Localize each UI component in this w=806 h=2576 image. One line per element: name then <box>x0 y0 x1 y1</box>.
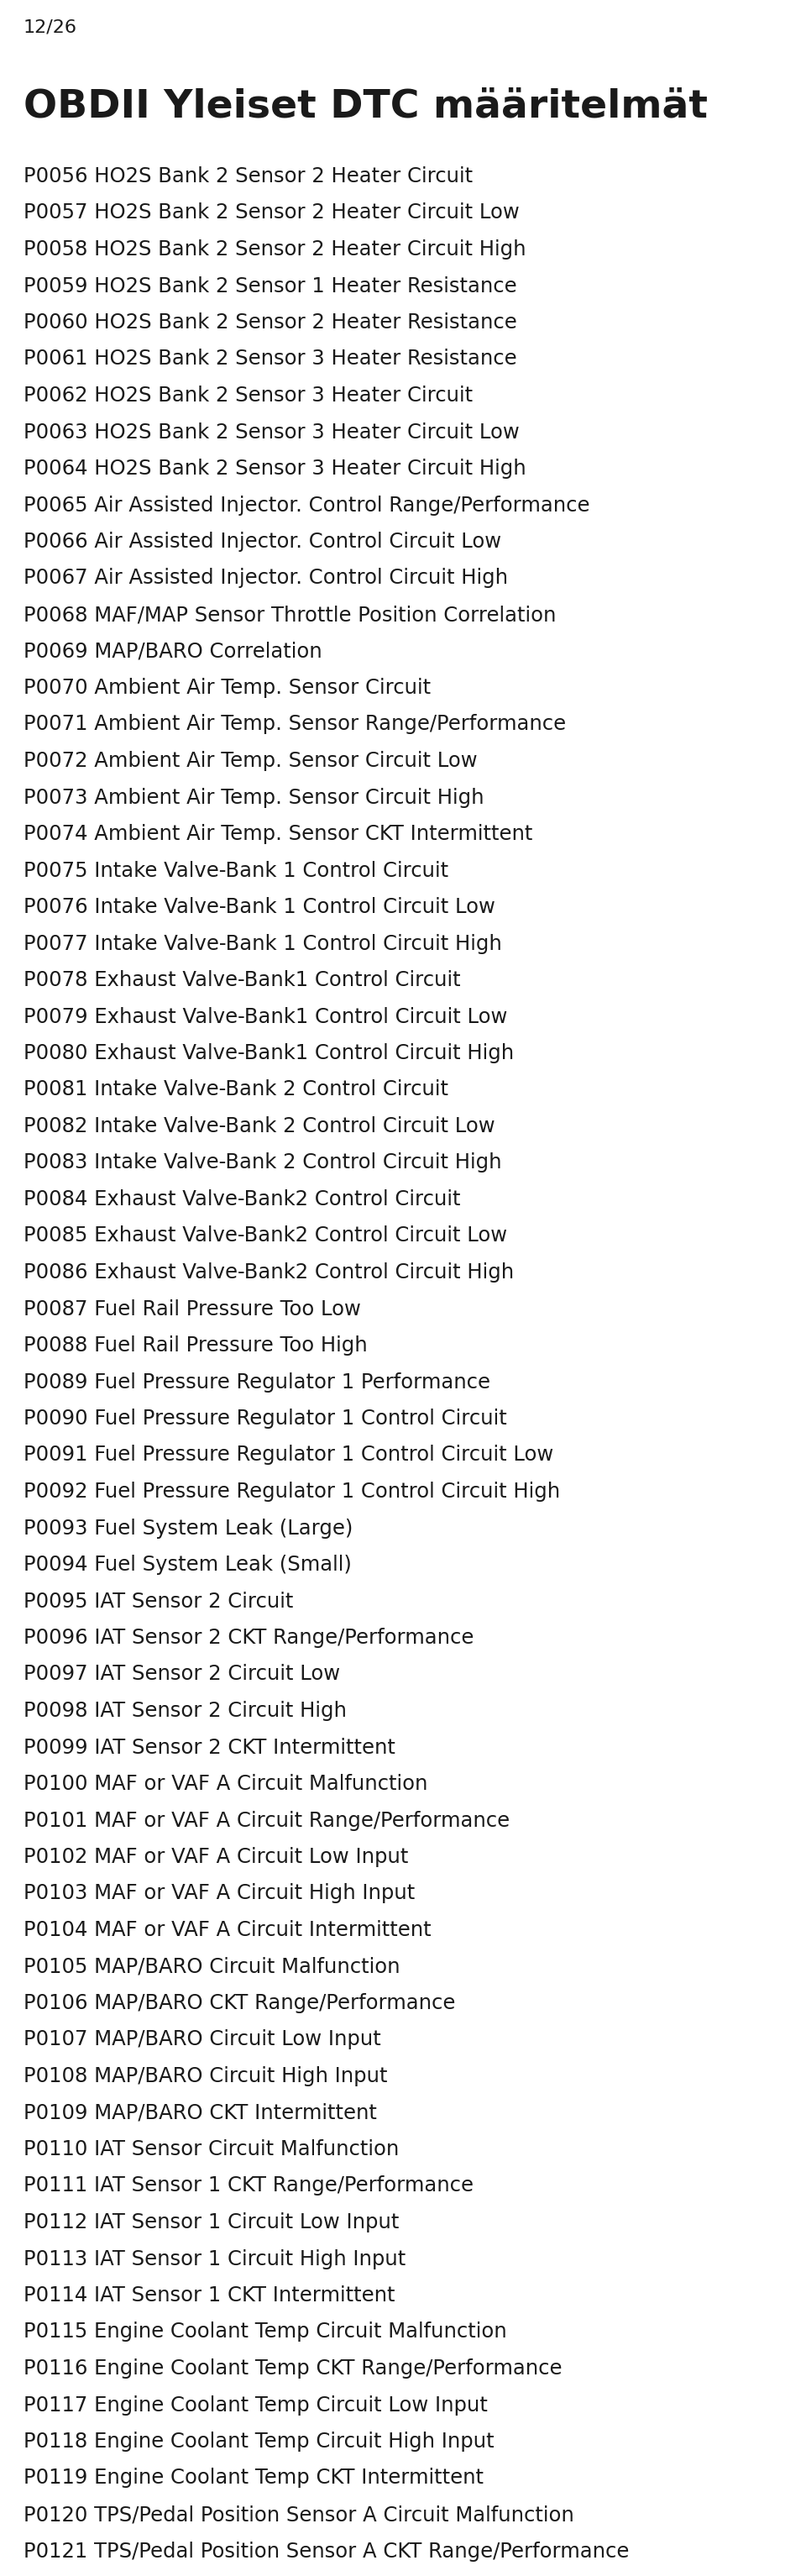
Text: P0084 Exhaust Valve-Bank2 Control Circuit: P0084 Exhaust Valve-Bank2 Control Circui… <box>23 1190 460 1211</box>
Text: OBDII Yleiset DTC määritelmät: OBDII Yleiset DTC määritelmät <box>23 88 708 126</box>
Text: P0070 Ambient Air Temp. Sensor Circuit: P0070 Ambient Air Temp. Sensor Circuit <box>23 677 431 698</box>
Text: P0105 MAP/BARO Circuit Malfunction: P0105 MAP/BARO Circuit Malfunction <box>23 1958 400 1976</box>
Text: P0062 HO2S Bank 2 Sensor 3 Heater Circuit: P0062 HO2S Bank 2 Sensor 3 Heater Circui… <box>23 386 473 404</box>
Text: 12/26: 12/26 <box>23 18 77 36</box>
Text: P0112 IAT Sensor 1 Circuit Low Input: P0112 IAT Sensor 1 Circuit Low Input <box>23 2213 399 2233</box>
Text: P0081 Intake Valve-Bank 2 Control Circuit: P0081 Intake Valve-Bank 2 Control Circui… <box>23 1079 448 1100</box>
Text: P0115 Engine Coolant Temp Circuit Malfunction: P0115 Engine Coolant Temp Circuit Malfun… <box>23 2321 507 2342</box>
Text: P0093 Fuel System Leak (Large): P0093 Fuel System Leak (Large) <box>23 1517 353 1538</box>
Text: P0083 Intake Valve-Bank 2 Control Circuit High: P0083 Intake Valve-Bank 2 Control Circui… <box>23 1154 501 1172</box>
Text: P0094 Fuel System Leak (Small): P0094 Fuel System Leak (Small) <box>23 1556 351 1574</box>
Text: P0119 Engine Coolant Temp CKT Intermittent: P0119 Engine Coolant Temp CKT Intermitte… <box>23 2468 484 2488</box>
Text: P0104 MAF or VAF A Circuit Intermittent: P0104 MAF or VAF A Circuit Intermittent <box>23 1919 431 1940</box>
Text: P0080 Exhaust Valve-Bank1 Control Circuit High: P0080 Exhaust Valve-Bank1 Control Circui… <box>23 1043 514 1064</box>
Text: P0110 IAT Sensor Circuit Malfunction: P0110 IAT Sensor Circuit Malfunction <box>23 2138 399 2159</box>
Text: P0111 IAT Sensor 1 CKT Range/Performance: P0111 IAT Sensor 1 CKT Range/Performance <box>23 2177 474 2195</box>
Text: P0121 TPS/Pedal Position Sensor A CKT Range/Performance: P0121 TPS/Pedal Position Sensor A CKT Ra… <box>23 2540 629 2561</box>
Text: P0109 MAP/BARO CKT Intermittent: P0109 MAP/BARO CKT Intermittent <box>23 2102 377 2123</box>
Text: P0068 MAF/MAP Sensor Throttle Position Correlation: P0068 MAF/MAP Sensor Throttle Position C… <box>23 605 556 626</box>
Text: P0120 TPS/Pedal Position Sensor A Circuit Malfunction: P0120 TPS/Pedal Position Sensor A Circui… <box>23 2504 574 2524</box>
Text: P0073 Ambient Air Temp. Sensor Circuit High: P0073 Ambient Air Temp. Sensor Circuit H… <box>23 788 484 806</box>
Text: P0074 Ambient Air Temp. Sensor CKT Intermittent: P0074 Ambient Air Temp. Sensor CKT Inter… <box>23 824 533 845</box>
Text: P0063 HO2S Bank 2 Sensor 3 Heater Circuit Low: P0063 HO2S Bank 2 Sensor 3 Heater Circui… <box>23 422 520 443</box>
Text: P0058 HO2S Bank 2 Sensor 2 Heater Circuit High: P0058 HO2S Bank 2 Sensor 2 Heater Circui… <box>23 240 526 260</box>
Text: P0060 HO2S Bank 2 Sensor 2 Heater Resistance: P0060 HO2S Bank 2 Sensor 2 Heater Resist… <box>23 312 517 332</box>
Text: P0072 Ambient Air Temp. Sensor Circuit Low: P0072 Ambient Air Temp. Sensor Circuit L… <box>23 750 477 770</box>
Text: P0095 IAT Sensor 2 Circuit: P0095 IAT Sensor 2 Circuit <box>23 1592 293 1613</box>
Text: P0069 MAP/BARO Correlation: P0069 MAP/BARO Correlation <box>23 641 322 662</box>
Text: P0116 Engine Coolant Temp CKT Range/Performance: P0116 Engine Coolant Temp CKT Range/Perf… <box>23 2360 562 2378</box>
Text: P0078 Exhaust Valve-Bank1 Control Circuit: P0078 Exhaust Valve-Bank1 Control Circui… <box>23 971 460 989</box>
Text: P0107 MAP/BARO Circuit Low Input: P0107 MAP/BARO Circuit Low Input <box>23 2030 381 2050</box>
Text: P0117 Engine Coolant Temp Circuit Low Input: P0117 Engine Coolant Temp Circuit Low In… <box>23 2396 488 2416</box>
Text: P0099 IAT Sensor 2 CKT Intermittent: P0099 IAT Sensor 2 CKT Intermittent <box>23 1736 395 1757</box>
Text: P0108 MAP/BARO Circuit High Input: P0108 MAP/BARO Circuit High Input <box>23 2066 388 2087</box>
Text: P0103 MAF or VAF A Circuit High Input: P0103 MAF or VAF A Circuit High Input <box>23 1883 415 1904</box>
Text: P0118 Engine Coolant Temp Circuit High Input: P0118 Engine Coolant Temp Circuit High I… <box>23 2432 494 2452</box>
Text: P0098 IAT Sensor 2 Circuit High: P0098 IAT Sensor 2 Circuit High <box>23 1700 347 1721</box>
Text: P0086 Exhaust Valve-Bank2 Control Circuit High: P0086 Exhaust Valve-Bank2 Control Circui… <box>23 1262 514 1283</box>
Text: P0089 Fuel Pressure Regulator 1 Performance: P0089 Fuel Pressure Regulator 1 Performa… <box>23 1373 490 1391</box>
Text: P0066 Air Assisted Injector. Control Circuit Low: P0066 Air Assisted Injector. Control Cir… <box>23 531 501 551</box>
Text: P0075 Intake Valve-Bank 1 Control Circuit: P0075 Intake Valve-Bank 1 Control Circui… <box>23 860 448 881</box>
Text: P0057 HO2S Bank 2 Sensor 2 Heater Circuit Low: P0057 HO2S Bank 2 Sensor 2 Heater Circui… <box>23 204 520 224</box>
Text: P0082 Intake Valve-Bank 2 Control Circuit Low: P0082 Intake Valve-Bank 2 Control Circui… <box>23 1115 495 1136</box>
Text: P0061 HO2S Bank 2 Sensor 3 Heater Resistance: P0061 HO2S Bank 2 Sensor 3 Heater Resist… <box>23 348 517 368</box>
Text: P0065 Air Assisted Injector. Control Range/Performance: P0065 Air Assisted Injector. Control Ran… <box>23 495 590 515</box>
Text: P0092 Fuel Pressure Regulator 1 Control Circuit High: P0092 Fuel Pressure Regulator 1 Control … <box>23 1481 560 1502</box>
Text: P0064 HO2S Bank 2 Sensor 3 Heater Circuit High: P0064 HO2S Bank 2 Sensor 3 Heater Circui… <box>23 459 526 479</box>
Text: P0079 Exhaust Valve-Bank1 Control Circuit Low: P0079 Exhaust Valve-Bank1 Control Circui… <box>23 1007 508 1028</box>
Text: P0100 MAF or VAF A Circuit Malfunction: P0100 MAF or VAF A Circuit Malfunction <box>23 1775 428 1793</box>
Text: P0087 Fuel Rail Pressure Too Low: P0087 Fuel Rail Pressure Too Low <box>23 1298 361 1319</box>
Text: P0067 Air Assisted Injector. Control Circuit High: P0067 Air Assisted Injector. Control Cir… <box>23 569 508 587</box>
Text: P0102 MAF or VAF A Circuit Low Input: P0102 MAF or VAF A Circuit Low Input <box>23 1847 409 1868</box>
Text: P0076 Intake Valve-Bank 1 Control Circuit Low: P0076 Intake Valve-Bank 1 Control Circui… <box>23 896 495 917</box>
Text: P0090 Fuel Pressure Regulator 1 Control Circuit: P0090 Fuel Pressure Regulator 1 Control … <box>23 1409 507 1430</box>
Text: P0106 MAP/BARO CKT Range/Performance: P0106 MAP/BARO CKT Range/Performance <box>23 1994 455 2014</box>
Text: P0088 Fuel Rail Pressure Too High: P0088 Fuel Rail Pressure Too High <box>23 1334 368 1355</box>
Text: P0114 IAT Sensor 1 CKT Intermittent: P0114 IAT Sensor 1 CKT Intermittent <box>23 2285 395 2306</box>
Text: P0097 IAT Sensor 2 Circuit Low: P0097 IAT Sensor 2 Circuit Low <box>23 1664 340 1685</box>
Text: P0091 Fuel Pressure Regulator 1 Control Circuit Low: P0091 Fuel Pressure Regulator 1 Control … <box>23 1445 554 1466</box>
Text: P0096 IAT Sensor 2 CKT Range/Performance: P0096 IAT Sensor 2 CKT Range/Performance <box>23 1628 474 1649</box>
Text: P0071 Ambient Air Temp. Sensor Range/Performance: P0071 Ambient Air Temp. Sensor Range/Per… <box>23 714 566 734</box>
Text: P0085 Exhaust Valve-Bank2 Control Circuit Low: P0085 Exhaust Valve-Bank2 Control Circui… <box>23 1226 507 1247</box>
Text: P0056 HO2S Bank 2 Sensor 2 Heater Circuit: P0056 HO2S Bank 2 Sensor 2 Heater Circui… <box>23 167 473 185</box>
Text: P0101 MAF or VAF A Circuit Range/Performance: P0101 MAF or VAF A Circuit Range/Perform… <box>23 1811 509 1832</box>
Text: P0077 Intake Valve-Bank 1 Control Circuit High: P0077 Intake Valve-Bank 1 Control Circui… <box>23 933 502 953</box>
Text: P0113 IAT Sensor 1 Circuit High Input: P0113 IAT Sensor 1 Circuit High Input <box>23 2249 405 2269</box>
Text: P0059 HO2S Bank 2 Sensor 1 Heater Resistance: P0059 HO2S Bank 2 Sensor 1 Heater Resist… <box>23 276 517 296</box>
